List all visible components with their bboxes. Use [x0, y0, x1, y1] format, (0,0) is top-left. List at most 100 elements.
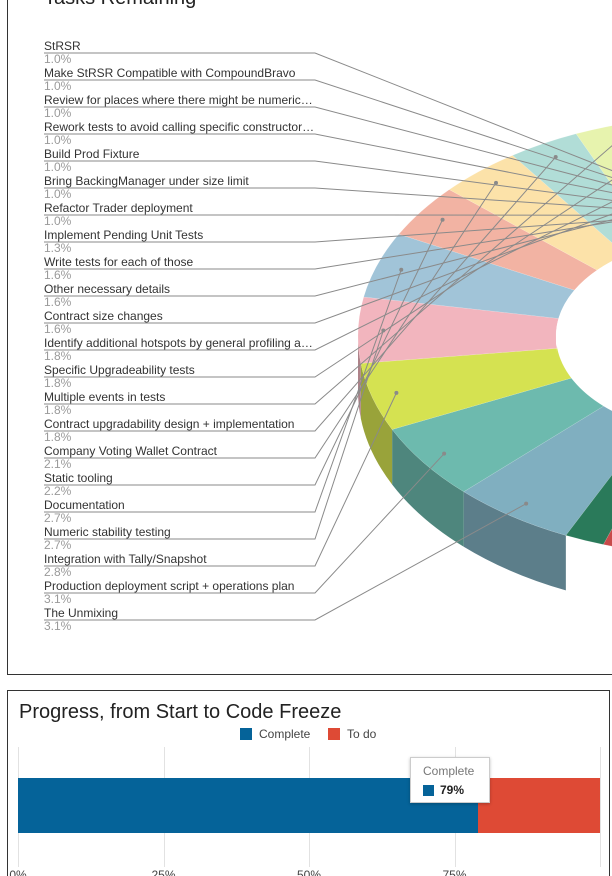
pie-label-percent: 1.0%	[44, 52, 72, 66]
pie-label-percent: 1.8%	[44, 376, 72, 390]
legend-swatch-todo	[328, 728, 340, 740]
pie-label: Other necessary details	[44, 282, 171, 296]
pie-label: Contract size changes	[44, 309, 163, 323]
bar-todo[interactable]	[477, 778, 600, 833]
pie-leader-line	[44, 133, 612, 194]
pie-label-percent: 1.8%	[44, 403, 72, 417]
tooltip-value: 79%	[423, 783, 464, 797]
pie-label-percent: 1.6%	[44, 268, 72, 282]
pie-leader-line	[44, 503, 527, 621]
pie-slice[interactable]	[360, 348, 572, 430]
pie-label: Integration with Tally/Snapshot	[44, 552, 207, 566]
pie-label: Multiple events in tests	[44, 390, 166, 404]
pie-leader-line	[44, 214, 612, 216]
pie-label-percent: 1.6%	[44, 295, 72, 309]
pie-slice-side	[463, 491, 566, 591]
pie-label: Contract upgradability design + implemen…	[44, 417, 295, 431]
pie-label: Bring BackingManager under size limit	[44, 174, 249, 188]
legend-label-complete: Complete	[259, 727, 311, 741]
pie-leader-line	[44, 187, 612, 209]
pie-leader-line	[44, 213, 612, 324]
pie-leader-dot	[442, 451, 447, 456]
pie-label: Rework tests to avoid calling specific c…	[44, 120, 315, 134]
pie-slice-unlabeled[interactable]	[565, 426, 612, 545]
pie-label: StRSR	[44, 39, 81, 53]
pie-leader-line	[44, 52, 612, 172]
pie-label-percent: 1.6%	[44, 322, 72, 336]
gridline	[600, 747, 601, 867]
pie-label-percent: 2.8%	[44, 565, 72, 579]
pie-slice-side	[392, 429, 464, 547]
pie-leader-dot	[493, 180, 498, 185]
pie-slice[interactable]	[391, 377, 605, 493]
x-tick-label: 0%	[9, 868, 27, 876]
pie-leader-line	[44, 156, 557, 432]
pie-label: Identify additional hotspots by general …	[44, 336, 313, 350]
pie-label-percent: 2.2%	[44, 484, 72, 498]
pie-label-percent: 2.7%	[44, 511, 72, 525]
x-tick-label: 75%	[442, 868, 467, 876]
pie-leader-line	[44, 269, 402, 513]
x-tick-label: 50%	[296, 868, 322, 876]
pie-label: Numeric stability testing	[44, 525, 171, 539]
pie-leader-line	[44, 145, 612, 405]
pie-label-percent: 1.8%	[44, 349, 72, 363]
pie-leader-line	[44, 220, 612, 243]
pie-leader-dot	[440, 217, 445, 222]
pie-label-percent: 1.0%	[44, 106, 72, 120]
pie-leader-line	[44, 160, 612, 201]
pie-label-percent: 1.0%	[44, 187, 72, 201]
pie-leader-line	[44, 219, 612, 297]
legend-label-todo: To do	[347, 727, 377, 741]
pie-leader-line	[44, 453, 445, 594]
pie-label-percent: 1.0%	[44, 133, 72, 147]
pie-label: Company Voting Wallet Contract	[44, 444, 217, 458]
pie-label: Write tests for each of those	[44, 255, 194, 269]
pie-leader-dot	[553, 155, 558, 160]
pie-label-percent: 3.1%	[44, 619, 72, 633]
pie-label-percent: 1.0%	[44, 214, 72, 228]
legend-complete[interactable]: Complete	[240, 727, 310, 741]
pie-slice-side	[358, 336, 361, 419]
pie-leader-line	[44, 219, 444, 486]
pie-leader-line	[44, 79, 612, 179]
pie-label: Refactor Trader deployment	[44, 201, 193, 215]
pie-label: Implement Pending Unit Tests	[44, 228, 204, 242]
pie-slice[interactable]	[575, 121, 612, 245]
pie-leader-dot	[394, 390, 399, 395]
pie-label-percent: 3.1%	[44, 592, 72, 606]
pie-leader-line	[44, 182, 497, 459]
pie-leader-dot	[399, 267, 404, 272]
pie-leader-line	[44, 106, 612, 186]
pie-leader-line	[44, 221, 612, 270]
pie-label: Build Prod Fixture	[44, 147, 140, 161]
pie-label: Static tooling	[44, 471, 113, 485]
tooltip-value-text: 79%	[440, 783, 465, 797]
pie-label: Documentation	[44, 498, 125, 512]
pie-label-percent: 1.3%	[44, 241, 72, 255]
x-tick-label: 25%	[151, 868, 176, 876]
bar-complete[interactable]	[18, 778, 478, 833]
pie-slice-side	[360, 363, 393, 485]
pie-chart-title: Tasks Remaining	[44, 0, 196, 10]
pie-label-percent: 2.1%	[44, 457, 72, 471]
pie-label-percent: 1.0%	[44, 160, 72, 174]
pie-leader-line	[44, 330, 384, 540]
legend-todo[interactable]: To do	[328, 727, 376, 741]
pie-leader-dot	[381, 328, 386, 333]
pie-label: Review for places where there might be n…	[44, 93, 313, 107]
pie-label-percent: 1.0%	[44, 79, 72, 93]
pie-label: Production deployment script + operation…	[44, 579, 295, 593]
tooltip: Complete 79%	[410, 757, 490, 803]
pie-leader-line	[44, 201, 612, 351]
pie-slice-unlabeled[interactable]	[602, 430, 612, 551]
pie-label-percent: 2.7%	[44, 538, 72, 552]
pie-chart-svg	[44, 52, 612, 621]
tooltip-label: Complete	[423, 764, 475, 778]
legend-swatch-complete	[240, 728, 252, 740]
tooltip-swatch	[423, 785, 434, 796]
progress-chart-title: Progress, from Start to Code Freeze	[19, 701, 342, 723]
pie-hole	[556, 261, 612, 353]
pie-leader-line	[44, 392, 397, 567]
